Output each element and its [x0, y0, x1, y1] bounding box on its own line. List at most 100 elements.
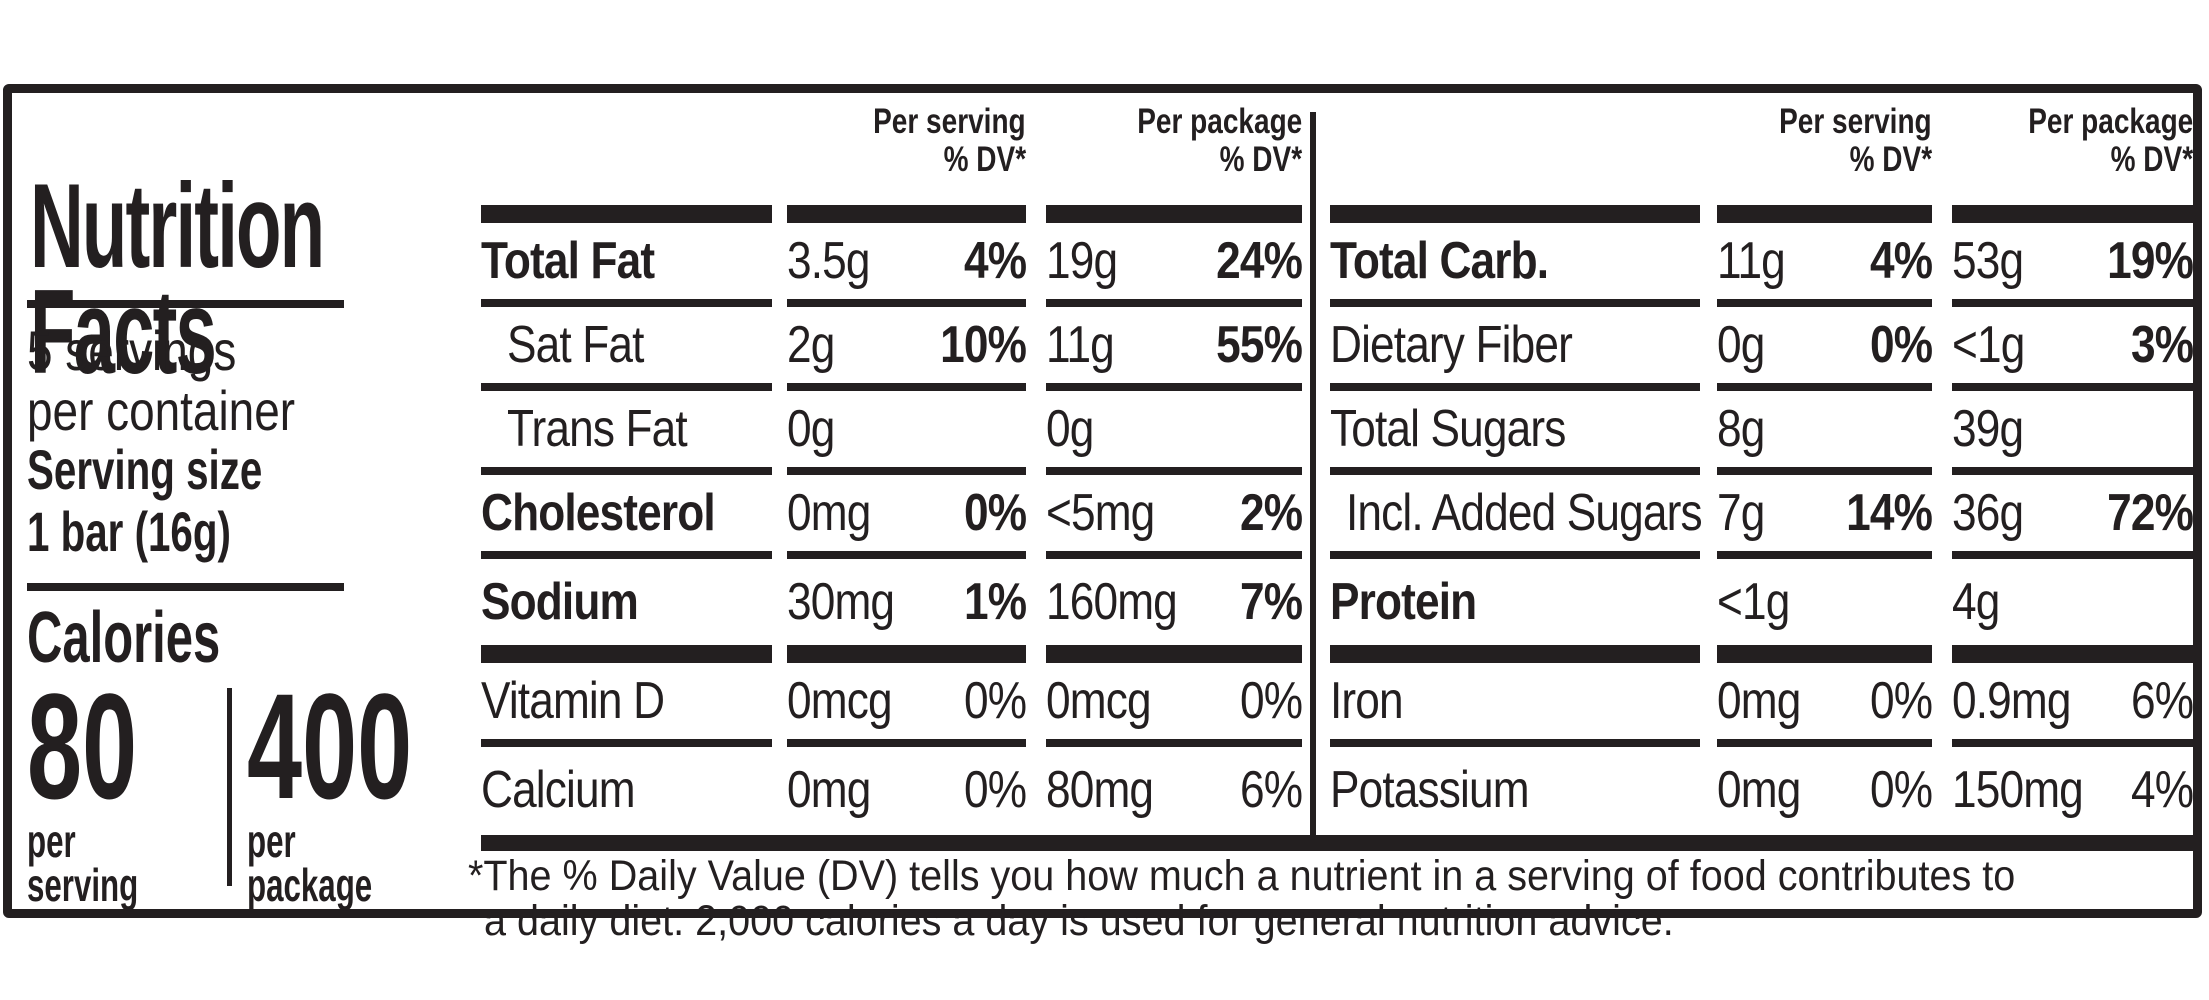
per-serving-cell: 0mg 0%: [1717, 747, 1933, 833]
label-title-line2: Facts: [30, 265, 217, 399]
nutrient-row: Sat Fat 2g 10% 11g 55%: [481, 307, 1303, 391]
per-serving-amount: 7g: [1717, 484, 1765, 542]
per-serving-cell: 0g 0%: [1717, 307, 1933, 391]
per-package-cell: 19g 24%: [1046, 223, 1303, 307]
per-package-cell: 39g: [1952, 391, 2193, 475]
per-package-amount: 0mcg: [1046, 672, 1152, 730]
serving-size: Serving size 1 bar (16g): [27, 439, 354, 563]
per-serving-amount: 0mg: [787, 761, 871, 819]
column-gap: [772, 559, 787, 663]
nutrient-name: Cholesterol: [481, 484, 716, 542]
nutrient-name-cell: Trans Fat: [481, 391, 772, 475]
calories-heading-text: Calories: [27, 598, 221, 678]
nutrient-name-cell: Iron: [1330, 663, 1700, 747]
calories-divider: [227, 688, 232, 886]
per-package-amount: 80mg: [1046, 761, 1154, 819]
nutrient-name-cell: Protein: [1330, 559, 1700, 663]
column-gap: [1700, 663, 1717, 747]
nutrient-name-cell: Sodium: [481, 559, 772, 663]
column-gap: [1700, 391, 1717, 475]
servings-per-container: 5 servings per container: [27, 321, 354, 441]
column-gap: [772, 391, 787, 475]
dv-label: % DV*: [1219, 140, 1302, 179]
column-gap: [1932, 223, 1952, 307]
caption-serving: serving: [27, 859, 139, 911]
dv-label: % DV*: [2110, 140, 2193, 179]
right-per-package-header: Per package % DV*: [1893, 103, 2193, 179]
per-serving-cell: 0g: [787, 391, 1026, 475]
bar: [1330, 205, 1700, 223]
nutrient-row: Incl. Added Sugars 7g 14% 36g 72%: [1330, 475, 2194, 559]
nutrient-name: Trans Fat: [507, 400, 688, 458]
per-serving-daily-value: 0%: [1869, 316, 1933, 374]
column-gap: [1700, 307, 1717, 391]
per-package-cell: 150mg 4%: [1952, 747, 2194, 833]
nutrient-row: Trans Fat 0g 0g: [481, 391, 1302, 475]
nutrient-row: Total Carb. 11g 4% 53g 19%: [1330, 223, 2194, 307]
nutrient-name-cell: Total Sugars: [1330, 391, 1700, 475]
per-package-amount: 39g: [1952, 400, 2024, 458]
per-package-amount: 150mg: [1952, 761, 2084, 819]
nutrient-name: Sat Fat: [507, 316, 644, 374]
column-gap: [1700, 559, 1717, 663]
per-serving-amount: 11g: [1717, 232, 1786, 290]
per-serving-cell: 3.5g 4%: [787, 223, 1027, 307]
header-bars: [481, 205, 1302, 223]
per-serving-amount: 0mg: [1717, 672, 1801, 730]
column-gap: [1700, 475, 1717, 559]
nutrient-name: Vitamin D: [481, 672, 665, 730]
nutrient-name-cell: Calcium: [481, 747, 772, 833]
per-serving-daily-value: 0%: [963, 672, 1027, 730]
nutrient-name: Iron: [1330, 672, 1404, 730]
footnote: *The % Daily Value (DV) tells you how mu…: [468, 854, 2150, 944]
per-package-daily-value: 6%: [1239, 761, 1303, 819]
per-serving-cell: 30mg 1%: [787, 559, 1027, 663]
per-serving-cell: 2g 10%: [787, 307, 1027, 391]
per-serving-cell: 0mcg 0%: [787, 663, 1027, 747]
column-gap: [772, 307, 787, 391]
per-package-daily-value: 2%: [1239, 484, 1303, 542]
per-package-daily-value: 55%: [1216, 316, 1303, 374]
header-bars: [1330, 205, 2193, 223]
left-per-package-header: Per package % DV*: [1002, 103, 1302, 179]
per-package-amount: 0.9mg: [1952, 672, 2071, 730]
per-package-amount: <5mg: [1046, 484, 1155, 542]
per-package-cell: <1g 3%: [1952, 307, 2194, 391]
per-serving-amount: 0g: [787, 400, 835, 458]
nutrient-name: Protein: [1330, 573, 1477, 631]
servings-line1: 5 servings: [27, 319, 237, 382]
nutrient-name-cell: Total Fat: [481, 223, 772, 307]
per-serving-amount: 0mg: [787, 484, 871, 542]
per-serving-cell: <1g: [1717, 559, 1932, 663]
right-nutrient-table: Total Carb. 11g 4% 53g 19% Dietary Fiber 0g 0% <…: [1330, 205, 2194, 833]
label-title: Nutrition Facts: [30, 166, 503, 399]
per-package-amount: 4g: [1952, 573, 2000, 631]
per-serving-label: Per serving: [873, 102, 1026, 141]
footnote-separator-bar: [481, 835, 2193, 851]
per-serving-amount: 0mg: [1717, 761, 1801, 819]
bar: [1952, 205, 2193, 223]
nutrient-row: Dietary Fiber 0g 0% <1g 3%: [1330, 307, 2194, 391]
per-package-daily-value: 6%: [2130, 672, 2194, 730]
nutrient-name: Dietary Fiber: [1330, 316, 1573, 374]
per-package-daily-value: 3%: [2130, 316, 2194, 374]
calories-per-serving-number: 80: [27, 662, 138, 830]
nutrient-row: Calcium 0mg 0% 80mg 6%: [481, 747, 1303, 833]
per-serving-cell: 7g 14%: [1717, 475, 1933, 559]
per-package-daily-value: 0%: [1239, 672, 1303, 730]
bar: [1046, 205, 1302, 223]
per-package-amount: 19g: [1046, 232, 1118, 290]
column-gap: [1700, 747, 1717, 833]
left-per-serving-header: Per serving % DV*: [726, 103, 1026, 179]
left-nutrient-table: Total Fat 3.5g 4% 19g 24% Sat Fat 2g 10% 11g 55% T…: [481, 205, 1303, 833]
per-package-cell: 36g 72%: [1952, 475, 2194, 559]
per-package-cell: 160mg 7%: [1046, 559, 1303, 663]
nutrient-row: Total Sugars 8g 39g: [1330, 391, 2193, 475]
column-gap: [1026, 223, 1046, 307]
per-package-amount: 0g: [1046, 400, 1094, 458]
nutrient-row: Potassium 0mg 0% 150mg 4%: [1330, 747, 2194, 833]
per-serving-amount: <1g: [1717, 573, 1790, 631]
column-gap: [1932, 663, 1952, 747]
caption-per: per: [247, 815, 296, 867]
per-package-cell: 53g 19%: [1952, 223, 2194, 307]
